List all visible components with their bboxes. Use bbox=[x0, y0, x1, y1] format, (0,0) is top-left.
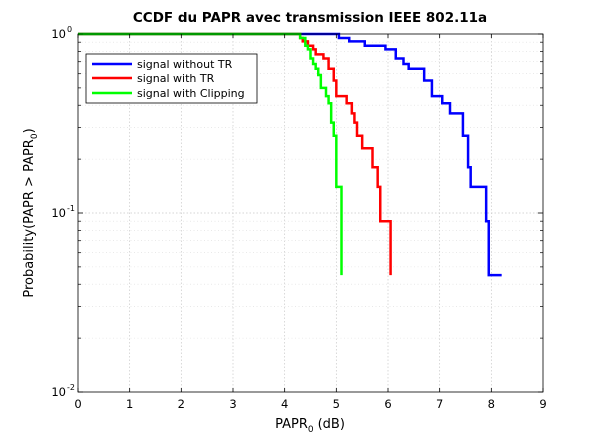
series-line-3 bbox=[78, 32, 343, 276]
x-tick-label: 0 bbox=[74, 397, 81, 411]
series-line-2 bbox=[78, 32, 392, 276]
x-axis-label-main: PAPR bbox=[275, 417, 308, 432]
x-axis-label: PAPR0 (dB) bbox=[275, 417, 345, 435]
x-tick-label: 2 bbox=[178, 397, 185, 411]
y-tick-label: 10 bbox=[51, 206, 66, 220]
y-axis-label-sub: 0 bbox=[30, 133, 40, 139]
y-tick-label-exponent: 0 bbox=[67, 25, 72, 34]
x-tick-label: 3 bbox=[229, 397, 236, 411]
y-tick-label: 10 bbox=[51, 27, 66, 41]
x-axis-label-sub: 0 bbox=[308, 425, 314, 435]
x-tick-label: 1 bbox=[126, 397, 133, 411]
chart-title: CCDF du PAPR avec transmission IEEE 802.… bbox=[133, 10, 487, 26]
x-tick-label: 9 bbox=[539, 397, 546, 411]
series-lines bbox=[78, 32, 502, 277]
y-tick-label-exponent: -2 bbox=[67, 383, 75, 392]
y-axis-label-main: Probability(PAPR > PAPR bbox=[22, 139, 37, 298]
legend-label-with-clipping: signal with Clipping bbox=[137, 87, 245, 100]
y-tick-label-base: 10 bbox=[51, 27, 66, 41]
legend-label-with-tr: signal with TR bbox=[137, 72, 215, 85]
y-axis-label-close: ) bbox=[22, 128, 37, 133]
x-tick-label: 5 bbox=[333, 397, 340, 411]
x-tick-label: 8 bbox=[488, 397, 495, 411]
legend-label-without-tr: signal without TR bbox=[137, 58, 233, 71]
x-tick-label: 7 bbox=[436, 397, 443, 411]
y-tick-label-exponent: -1 bbox=[67, 204, 75, 213]
x-axis-label-unit: (dB) bbox=[318, 417, 345, 432]
y-tick-label: 10 bbox=[51, 385, 66, 399]
y-tick-label-base: 10 bbox=[51, 385, 66, 399]
legend: signal without TR signal with TR signal … bbox=[85, 53, 258, 104]
series-line-1 bbox=[78, 32, 502, 277]
y-axis-label: Probability(PAPR > PAPR0) bbox=[22, 128, 40, 297]
x-tick-label: 6 bbox=[384, 397, 391, 411]
y-tick-label-base: 10 bbox=[51, 206, 66, 220]
x-tick-label: 4 bbox=[281, 397, 288, 411]
